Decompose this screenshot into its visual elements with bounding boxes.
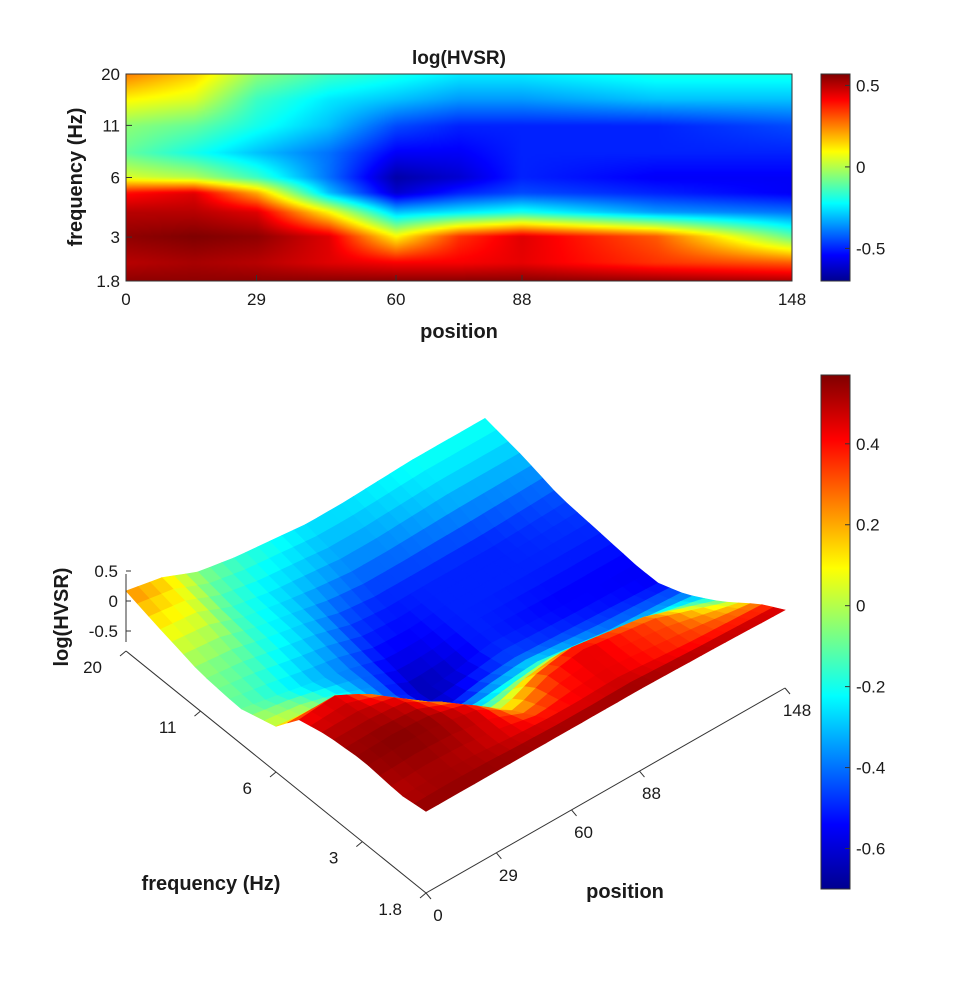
surface-frequency-tick-label: 20	[83, 658, 102, 677]
heatmap-y-label: frequency (Hz)	[65, 108, 87, 247]
heatmap-y-tick-label: 3	[111, 228, 120, 247]
surface-position-tick-mark	[639, 770, 645, 778]
surface-z-tick-label: -0.5	[89, 622, 118, 641]
surface-frequency-tick-mark	[356, 841, 363, 848]
surface-face	[413, 796, 439, 812]
surface-z-tick-label: 0	[109, 592, 118, 611]
surface-position-tick-mark	[425, 892, 432, 900]
heatmap-colorbar	[820, 73, 851, 282]
surface-frequency-tick-mark	[419, 892, 427, 899]
heatmap-x-label: position	[420, 321, 498, 343]
heatmap-x-tick-label: 0	[121, 290, 130, 309]
heatmap-colorbar-tick-label: 0.5	[856, 76, 880, 95]
surface-y-label: frequency (Hz)	[142, 873, 281, 895]
surface-position-tick-label: 148	[783, 701, 811, 720]
surface-frequency-ticks: 20 11 6 3 1.8	[83, 650, 427, 919]
heatmap-x-tick-label: 60	[387, 290, 406, 309]
heatmap-image	[126, 74, 792, 281]
heatmap-colorbar-ticks: 0.5 0 -0.5	[845, 76, 885, 258]
surface-position-tick-label: 60	[574, 823, 593, 842]
position-axis	[425, 687, 786, 894]
surface-frequency-tick-label: 11	[159, 718, 177, 737]
heatmap-x-tick-label: 88	[513, 290, 532, 309]
heatmap-title: log(HVSR)	[412, 48, 506, 69]
surface-colorbar-tick-label: 0.2	[856, 516, 880, 535]
heatmap-x-tick-label: 148	[778, 290, 806, 309]
heatmap-y-tick-label: 6	[111, 169, 120, 188]
heatmap-y-tick-label: 20	[101, 65, 120, 84]
surface-colorbar-tick-label: 0	[856, 597, 865, 616]
surface-position-tick-mark	[784, 687, 791, 695]
surface-position-tick-mark	[495, 852, 502, 860]
heatmap-y-tick-label: 1.8	[96, 272, 120, 291]
surface-frequency-tick-label: 1.8	[378, 900, 402, 919]
surface-colorbar-tick-label: -0.4	[856, 759, 885, 778]
heatmap-x-ticks: 0 29 60 88 148	[121, 275, 806, 309]
surface-frequency-tick-mark	[119, 650, 127, 657]
heatmap-colorbar-tick-label: 0	[856, 158, 865, 177]
surface-z-label: log(HVSR)	[51, 568, 73, 667]
surface-frequency-tick-mark	[194, 710, 201, 717]
surface-colorbar-tick-label: -0.6	[856, 840, 885, 859]
surface-frequency-tick-label: 3	[329, 849, 338, 868]
heatmap-x-tick-label: 29	[247, 290, 266, 309]
surface-position-tick-mark	[571, 809, 577, 817]
surface-frequency-tick-mark	[269, 771, 277, 778]
heatmap-colorbar-tick-label: -0.5	[856, 239, 885, 258]
surface-colorbar-tick-label: -0.2	[856, 678, 885, 697]
heatmap-y-ticks: 20 11 6 3 1.8	[96, 65, 132, 291]
surface-z-tick-label: 0.5	[94, 562, 118, 581]
surface-colorbar	[820, 374, 851, 890]
surface-z-ticks: 0.5 0 -0.5	[89, 562, 131, 641]
heatmap-y-tick-label: 11	[102, 116, 120, 135]
surface-colorbar-tick-label: 0.4	[856, 435, 880, 454]
surface-position-tick-label: 0	[433, 906, 442, 925]
surface-x-label: position	[586, 881, 664, 903]
surface-position-tick-label: 88	[642, 784, 661, 803]
surface-position-tick-label: 29	[499, 866, 518, 885]
surface-position-ticks: 0 29 60 88 148	[425, 687, 811, 925]
surface-mesh	[125, 418, 786, 812]
surface-frequency-tick-label: 6	[243, 779, 252, 798]
surface-colorbar-ticks: 0.4 0.2 0 -0.2 -0.4 -0.6	[845, 435, 885, 859]
surface-panel: 20 11 6 3 1.8 0 29 60 88 148 0.5 0 -0.5 position f…	[51, 374, 885, 925]
